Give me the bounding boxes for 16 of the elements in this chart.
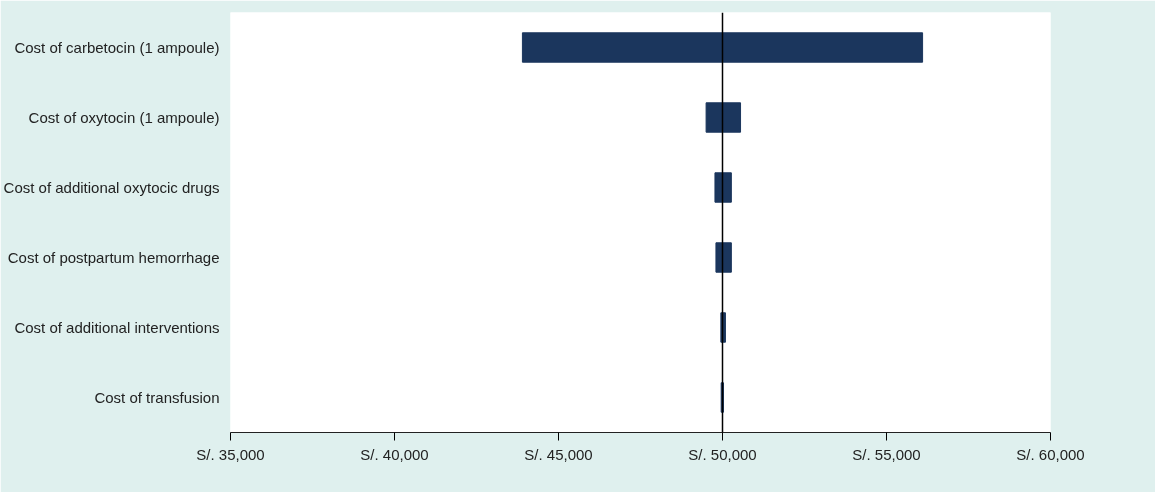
y-tick-label: Cost of postpartum hemorrhage [7,249,220,266]
y-tick-label: Cost of transfusion [94,389,220,406]
bar [521,32,924,63]
y-tick-label: Cost of oxytocin (1 ampoule) [28,109,220,126]
bar [714,172,732,203]
x-tick-label: S/. 60,000 [1016,445,1085,463]
x-tick-label: S/. 45,000 [524,445,593,463]
y-tick-label: Cost of carbetocin (1 ampoule) [14,39,220,56]
x-tick-label: S/. 55,000 [852,445,921,463]
bar [715,242,732,273]
bar [705,102,742,133]
x-tick-label: S/. 50,000 [688,445,757,463]
x-tick-label: S/. 35,000 [196,445,265,463]
y-tick-label: Cost of additional oxytocic drugs [3,179,220,196]
x-tick-label: S/. 40,000 [360,445,429,463]
y-tick-label: Cost of additional interventions [14,319,220,336]
